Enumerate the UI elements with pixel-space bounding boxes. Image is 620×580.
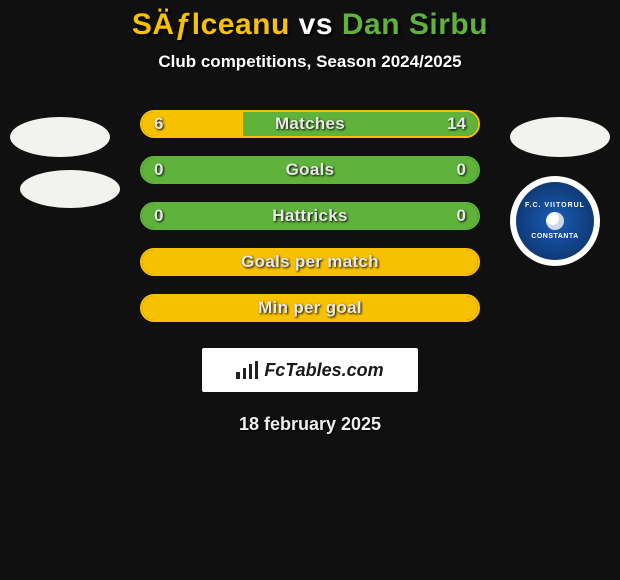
branding-box: FcTables.com — [202, 348, 418, 392]
page-title: SÄƒlceanu vs Dan Sirbu — [0, 0, 620, 42]
stat-row: 00Goals — [0, 146, 620, 192]
stat-bar-label: Min per goal — [142, 296, 478, 320]
title-right: Dan Sirbu — [342, 8, 488, 41]
stat-bar-track: 614Matches — [140, 110, 480, 138]
stat-row: Goals per match — [0, 238, 620, 284]
stats-area: 614Matches 00Goals 00Hattricks Goals per ma… — [0, 100, 620, 330]
stat-bar-track: Goals per match — [140, 248, 480, 276]
stat-row: 00Hattricks — [0, 192, 620, 238]
branding-text: FcTables.com — [264, 360, 383, 381]
title-left: SÄƒlceanu — [132, 8, 290, 41]
subtitle: Club competitions, Season 2024/2025 — [0, 52, 620, 72]
stat-bar-track: 00Hattricks — [140, 202, 480, 230]
stat-bar-label: Hattricks — [142, 204, 478, 228]
branding-bar-icon — [249, 364, 252, 379]
date-line: 18 february 2025 — [0, 414, 620, 435]
stat-row: Min per goal — [0, 284, 620, 330]
stat-row: 614Matches — [0, 100, 620, 146]
title-vs: vs — [299, 8, 342, 41]
stat-bar-track: 00Goals — [140, 156, 480, 184]
stat-bar-label: Goals per match — [142, 250, 478, 274]
branding-bar-icon — [255, 361, 258, 379]
branding-bars-icon — [236, 361, 258, 379]
stat-bar-label: Matches — [142, 112, 478, 136]
branding-bar-icon — [243, 368, 246, 379]
stat-bar-label: Goals — [142, 158, 478, 182]
branding-bar-icon — [236, 372, 239, 379]
stat-bar-track: Min per goal — [140, 294, 480, 322]
